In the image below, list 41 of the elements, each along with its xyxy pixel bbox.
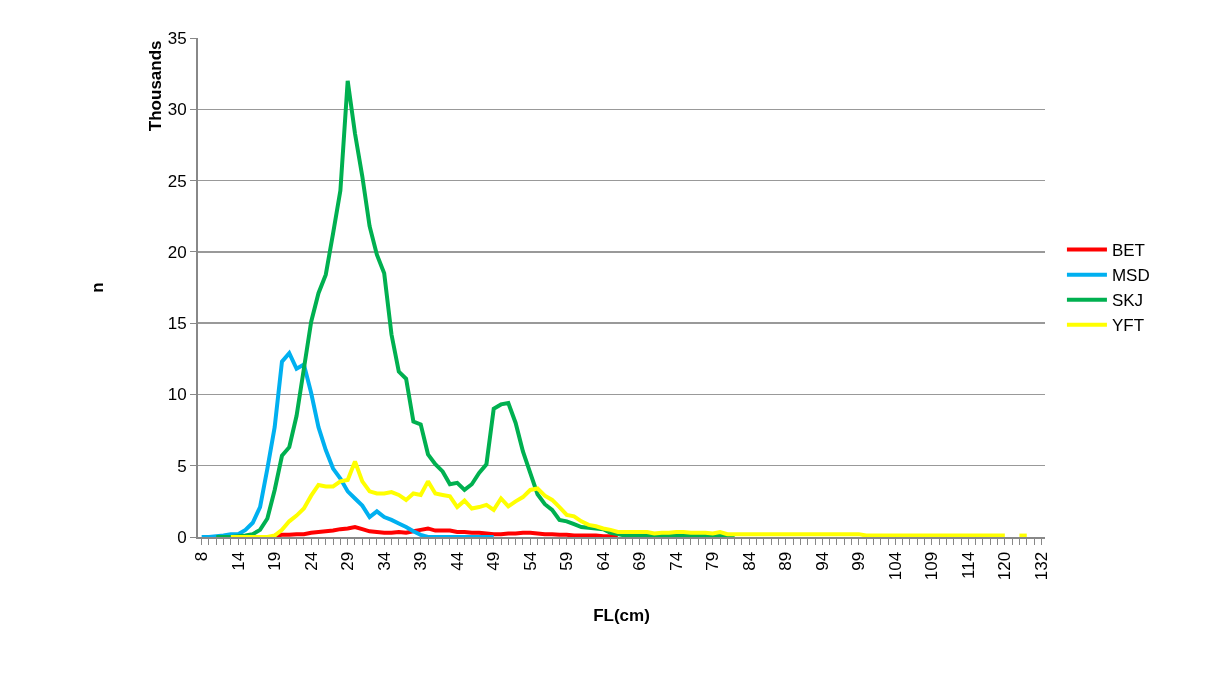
x-tick-label: 44 xyxy=(447,551,467,571)
y-tick-label: 20 xyxy=(167,242,187,262)
x-tick-label: 114 xyxy=(958,551,978,579)
y-tick-label: 25 xyxy=(167,171,187,191)
x-tick-label: 14 xyxy=(228,551,248,571)
x-tick-label: 69 xyxy=(630,551,650,571)
y-tick-label: 35 xyxy=(167,28,187,48)
legend-label: BET xyxy=(1111,241,1145,261)
legend-label: MSD xyxy=(1111,266,1150,286)
x-tick-label: 99 xyxy=(849,551,869,571)
x-tick-label: 79 xyxy=(703,551,723,571)
x-tick-label: 84 xyxy=(739,551,759,571)
y-axis-title: n xyxy=(87,282,107,293)
x-tick-label: 104 xyxy=(885,551,905,581)
x-tick-label: 54 xyxy=(520,551,540,571)
x-tick-label: 19 xyxy=(265,551,285,571)
x-tick-label: 49 xyxy=(484,551,504,571)
line-series xyxy=(199,351,496,537)
y-tick-label: 30 xyxy=(167,100,187,120)
line-series xyxy=(214,78,737,537)
x-tick-label: 132 xyxy=(1031,551,1051,581)
x-tick-label: 64 xyxy=(593,551,613,571)
x-tick-label: 24 xyxy=(301,551,321,571)
legend-label: YFT xyxy=(1111,316,1145,336)
x-tick-label: 29 xyxy=(338,551,358,571)
x-tick-label: 94 xyxy=(812,551,832,571)
y-tick-label: 10 xyxy=(167,385,187,405)
x-tick-label: 89 xyxy=(776,551,796,571)
x-axis-title: FL(cm) xyxy=(593,606,650,626)
x-tick-label: 120 xyxy=(995,551,1015,581)
x-tick-label: 34 xyxy=(374,551,394,571)
y-tick-label: 5 xyxy=(177,456,187,476)
y-tick-label: 15 xyxy=(167,314,187,334)
x-tick-label: 8 xyxy=(192,551,212,562)
x-tick-label: 59 xyxy=(557,551,577,571)
x-tick-label: 109 xyxy=(922,551,942,581)
x-tick-label: 74 xyxy=(666,551,686,571)
text: Thousands xyxy=(146,40,166,132)
legend-label: SKJ xyxy=(1111,291,1144,311)
x-tick-label: 39 xyxy=(411,551,431,571)
y-tick-label: 0 xyxy=(177,527,187,547)
